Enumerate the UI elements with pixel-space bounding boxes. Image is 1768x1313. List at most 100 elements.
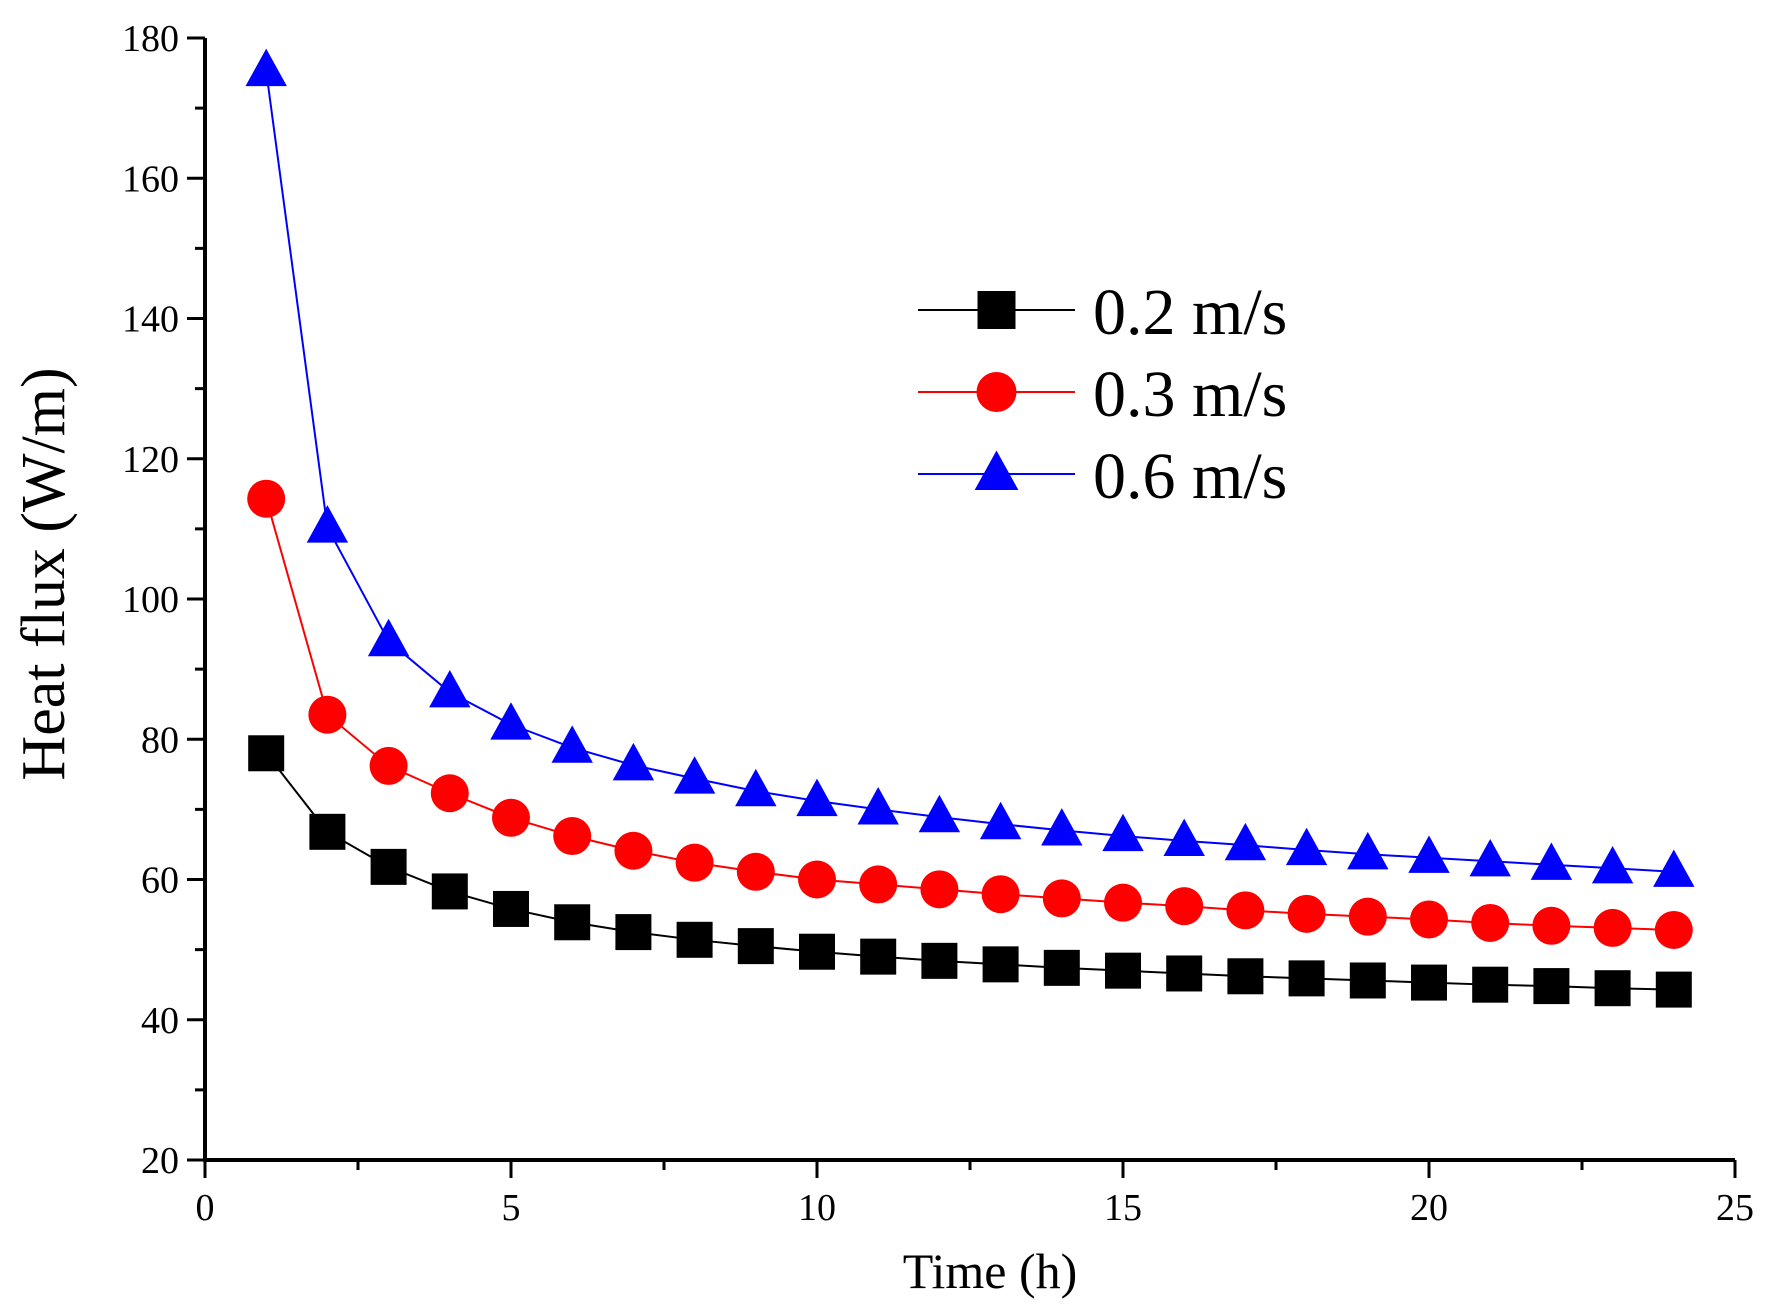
series-line (265, 70, 1674, 873)
data-point (306, 505, 349, 543)
data-point (430, 774, 469, 813)
x-tick-label: 15 (1104, 1187, 1142, 1229)
y-tick-label: 120 (122, 439, 179, 481)
data-point (551, 725, 593, 763)
data-point (247, 479, 286, 518)
x-tick-label: 10 (798, 1187, 836, 1229)
data-point (1288, 960, 1325, 997)
series-line (265, 498, 1674, 931)
data-point (1102, 813, 1144, 852)
data-point (1472, 966, 1509, 1003)
data-point (1105, 952, 1141, 989)
data-point (1349, 962, 1386, 999)
data-point (860, 938, 897, 975)
data-point (1533, 968, 1570, 1005)
data-point (1591, 845, 1634, 884)
data-point (1287, 894, 1326, 933)
data-point (857, 787, 899, 825)
data-point (490, 702, 532, 740)
data-point (982, 946, 1019, 983)
data-point (492, 798, 530, 837)
y-tick-label: 180 (122, 18, 179, 60)
data-point (370, 848, 407, 885)
data-point (429, 669, 471, 708)
x-tick-label: 0 (196, 1187, 215, 1229)
series-line (265, 752, 1674, 991)
data-point (1530, 842, 1573, 880)
legend-marker (976, 372, 1017, 412)
data-point (1594, 970, 1631, 1007)
data-point (1104, 883, 1142, 922)
data-point (493, 890, 529, 927)
legend-label: 0.6 m/s (1093, 440, 1287, 513)
legend-item: 0.2 m/s (918, 276, 1287, 349)
series-0-2-m-s (248, 735, 1692, 1008)
legend-marker (974, 450, 1019, 490)
legend: 0.2 m/s 0.3 m/s 0.6 m/s (918, 276, 1287, 513)
data-point (918, 794, 961, 833)
y-axis-label: Heat flux (W/m) (10, 367, 78, 780)
data-point (367, 618, 410, 657)
x-tick-label: 5 (502, 1187, 521, 1229)
data-point (1042, 879, 1081, 918)
data-point (1655, 971, 1692, 1008)
data-point (1165, 887, 1204, 926)
x-tick-label: 20 (1410, 1187, 1448, 1229)
y-tick-label: 80 (141, 719, 179, 761)
x-axis-label: Time (h) (903, 1243, 1078, 1299)
data-point (737, 928, 774, 965)
data-point (1653, 849, 1695, 887)
data-point (1224, 822, 1267, 861)
y-tick-label: 140 (122, 299, 179, 341)
y-tick-label: 100 (122, 579, 179, 621)
data-point (921, 942, 958, 979)
y-tick-label: 160 (122, 158, 179, 200)
data-point (1226, 891, 1265, 930)
data-point (615, 914, 652, 951)
data-point (614, 831, 653, 870)
series-layer (245, 48, 1695, 1008)
data-point (1043, 949, 1080, 986)
legend-item: 0.3 m/s (918, 358, 1287, 431)
data-point (309, 813, 346, 850)
data-point (431, 873, 468, 910)
data-point (981, 875, 1020, 914)
data-point (1041, 808, 1083, 846)
data-point (1469, 838, 1511, 877)
data-point (1471, 903, 1510, 942)
data-point (799, 933, 835, 970)
data-point (1163, 818, 1205, 857)
data-point (798, 860, 836, 899)
legend-marker (977, 291, 1016, 329)
data-point (675, 843, 714, 882)
data-point (979, 801, 1022, 840)
data-point (1654, 910, 1693, 949)
data-point (369, 746, 408, 785)
data-point (1347, 831, 1389, 870)
data-point (1408, 835, 1450, 873)
series-0-6-m-s (245, 48, 1695, 887)
axes: 0 5 10 15 20 25 20 40 60 80 100 120 140 160 180 (122, 18, 1754, 1229)
data-point (308, 695, 347, 734)
data-point (612, 742, 655, 781)
data-point (1532, 906, 1571, 945)
data-point (1593, 908, 1632, 947)
legend-label: 0.3 m/s (1093, 358, 1287, 431)
legend-item: 0.6 m/s (918, 440, 1287, 513)
data-point (1227, 958, 1264, 995)
data-point (1285, 827, 1328, 866)
x-tick-label: 25 (1716, 1187, 1754, 1229)
data-point (554, 904, 591, 941)
data-point (1410, 900, 1448, 939)
data-point (1411, 964, 1447, 1001)
data-point (673, 756, 716, 794)
data-point (796, 778, 838, 817)
data-point (736, 852, 775, 891)
data-point (859, 865, 898, 904)
data-point (676, 921, 713, 958)
data-point (248, 735, 285, 772)
data-point (920, 870, 959, 909)
data-point (1166, 955, 1203, 992)
data-point (735, 768, 777, 807)
